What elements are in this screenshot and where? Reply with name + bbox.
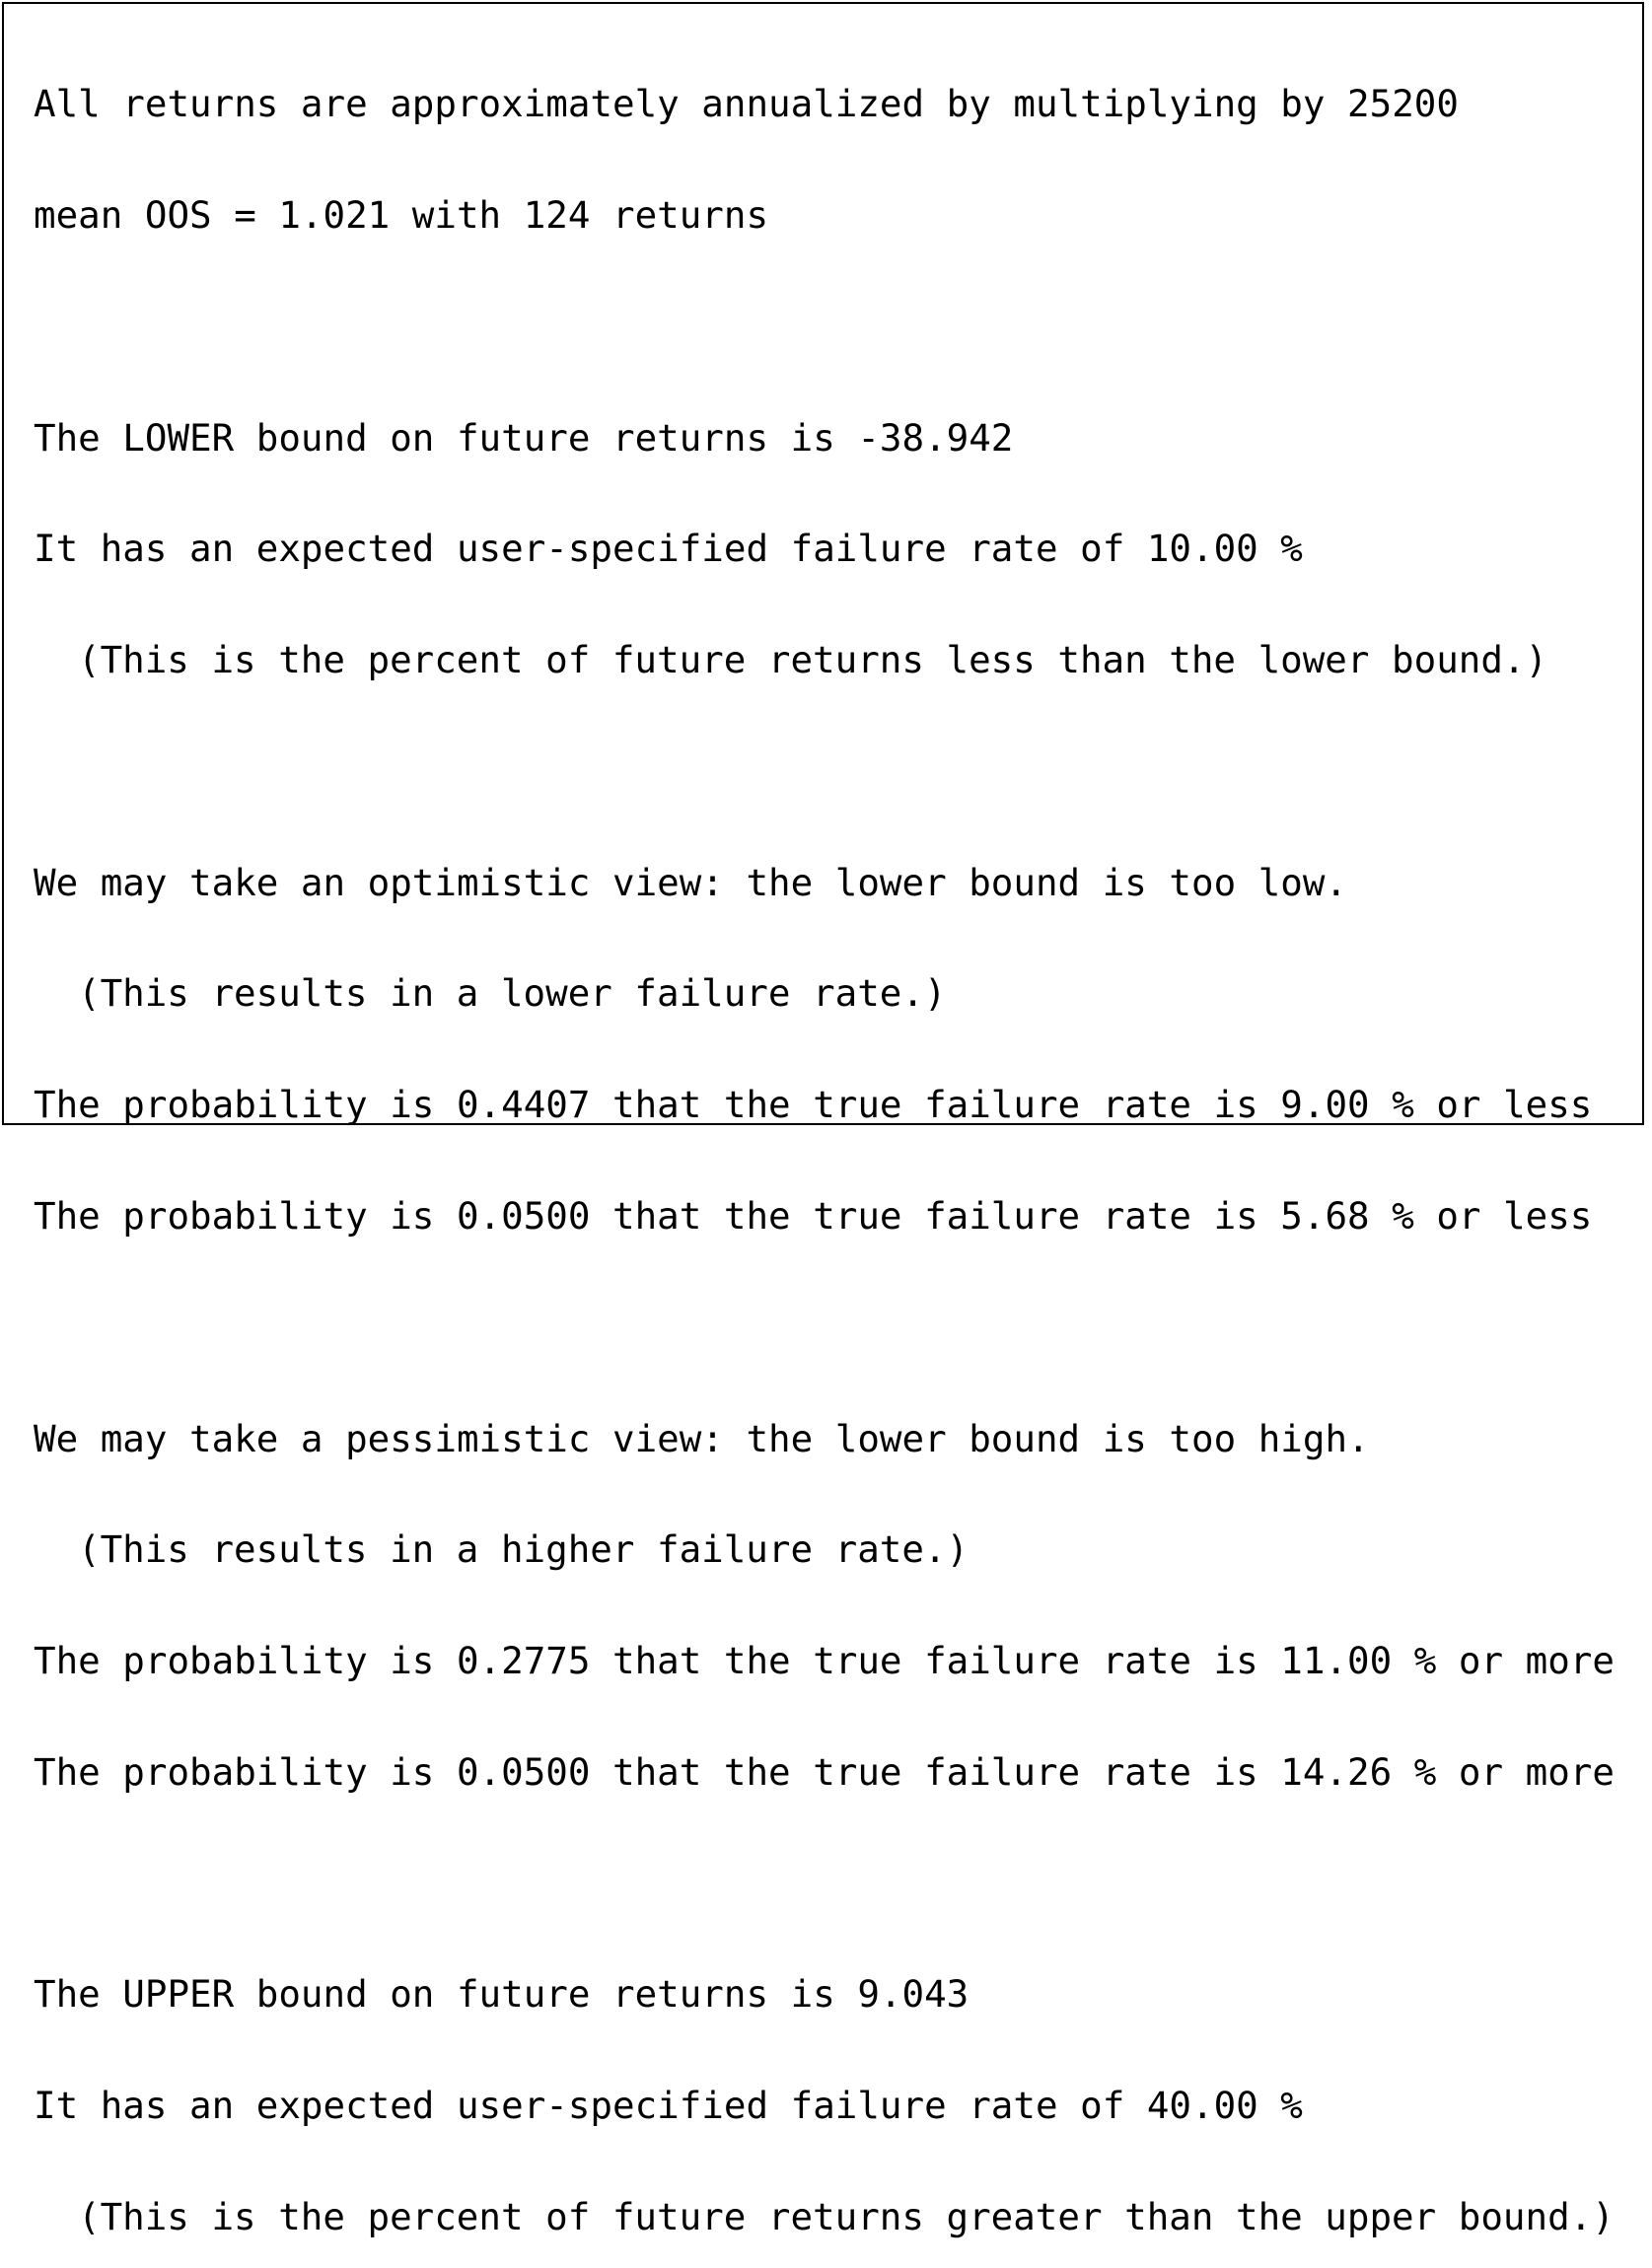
output-line: The probability is 0.0500 that the true … (34, 1749, 1615, 1794)
output-line: The LOWER bound on future returns is -38… (34, 415, 1014, 460)
output-line: It has an expected user-specified failur… (34, 2084, 1303, 2128)
output-line (34, 1866, 1615, 1903)
output-line: (This results in a higher failure rate.) (78, 1527, 970, 1572)
output-line: It has an expected user-specified failur… (34, 527, 1303, 571)
output-line: All returns are approximately annualized… (34, 82, 1459, 126)
output-line: (This results in a lower failure rate.) (78, 971, 947, 1016)
output-line: We may take an optimistic view: the lowe… (34, 860, 1348, 904)
console-output-frame: All returns are approximately annualized… (2, 2, 1644, 2235)
output-line: (This is the percent of future returns g… (78, 2195, 1615, 2239)
output-line (34, 1310, 1615, 1347)
output-line: The probability is 0.4407 that the true … (34, 1083, 1593, 1127)
output-line: (This is the percent of future returns l… (78, 638, 1548, 682)
output-line: The probability is 0.0500 that the true … (34, 1194, 1593, 1238)
output-line (34, 753, 1615, 791)
output-line (34, 309, 1615, 346)
output-line: We may take a pessimistic view: the lowe… (34, 1416, 1370, 1460)
console-output-text: All returns are approximately annualized… (34, 12, 1615, 2268)
output-line: mean OOS = 1.021 with 124 returns (34, 192, 769, 237)
output-line: The probability is 0.2775 that the true … (34, 1639, 1615, 1683)
output-line: The UPPER bound on future returns is 9.0… (34, 1972, 970, 2017)
